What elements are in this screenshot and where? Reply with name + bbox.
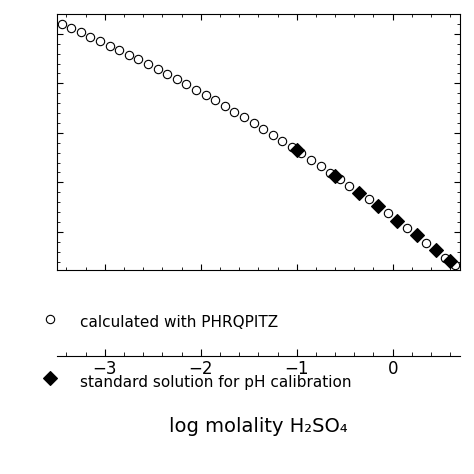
Text: standard solution for pH calibration: standard solution for pH calibration — [81, 375, 352, 390]
Text: log molality H₂SO₄: log molality H₂SO₄ — [169, 417, 347, 436]
Text: calculated with PHRQPITZ: calculated with PHRQPITZ — [81, 315, 279, 330]
